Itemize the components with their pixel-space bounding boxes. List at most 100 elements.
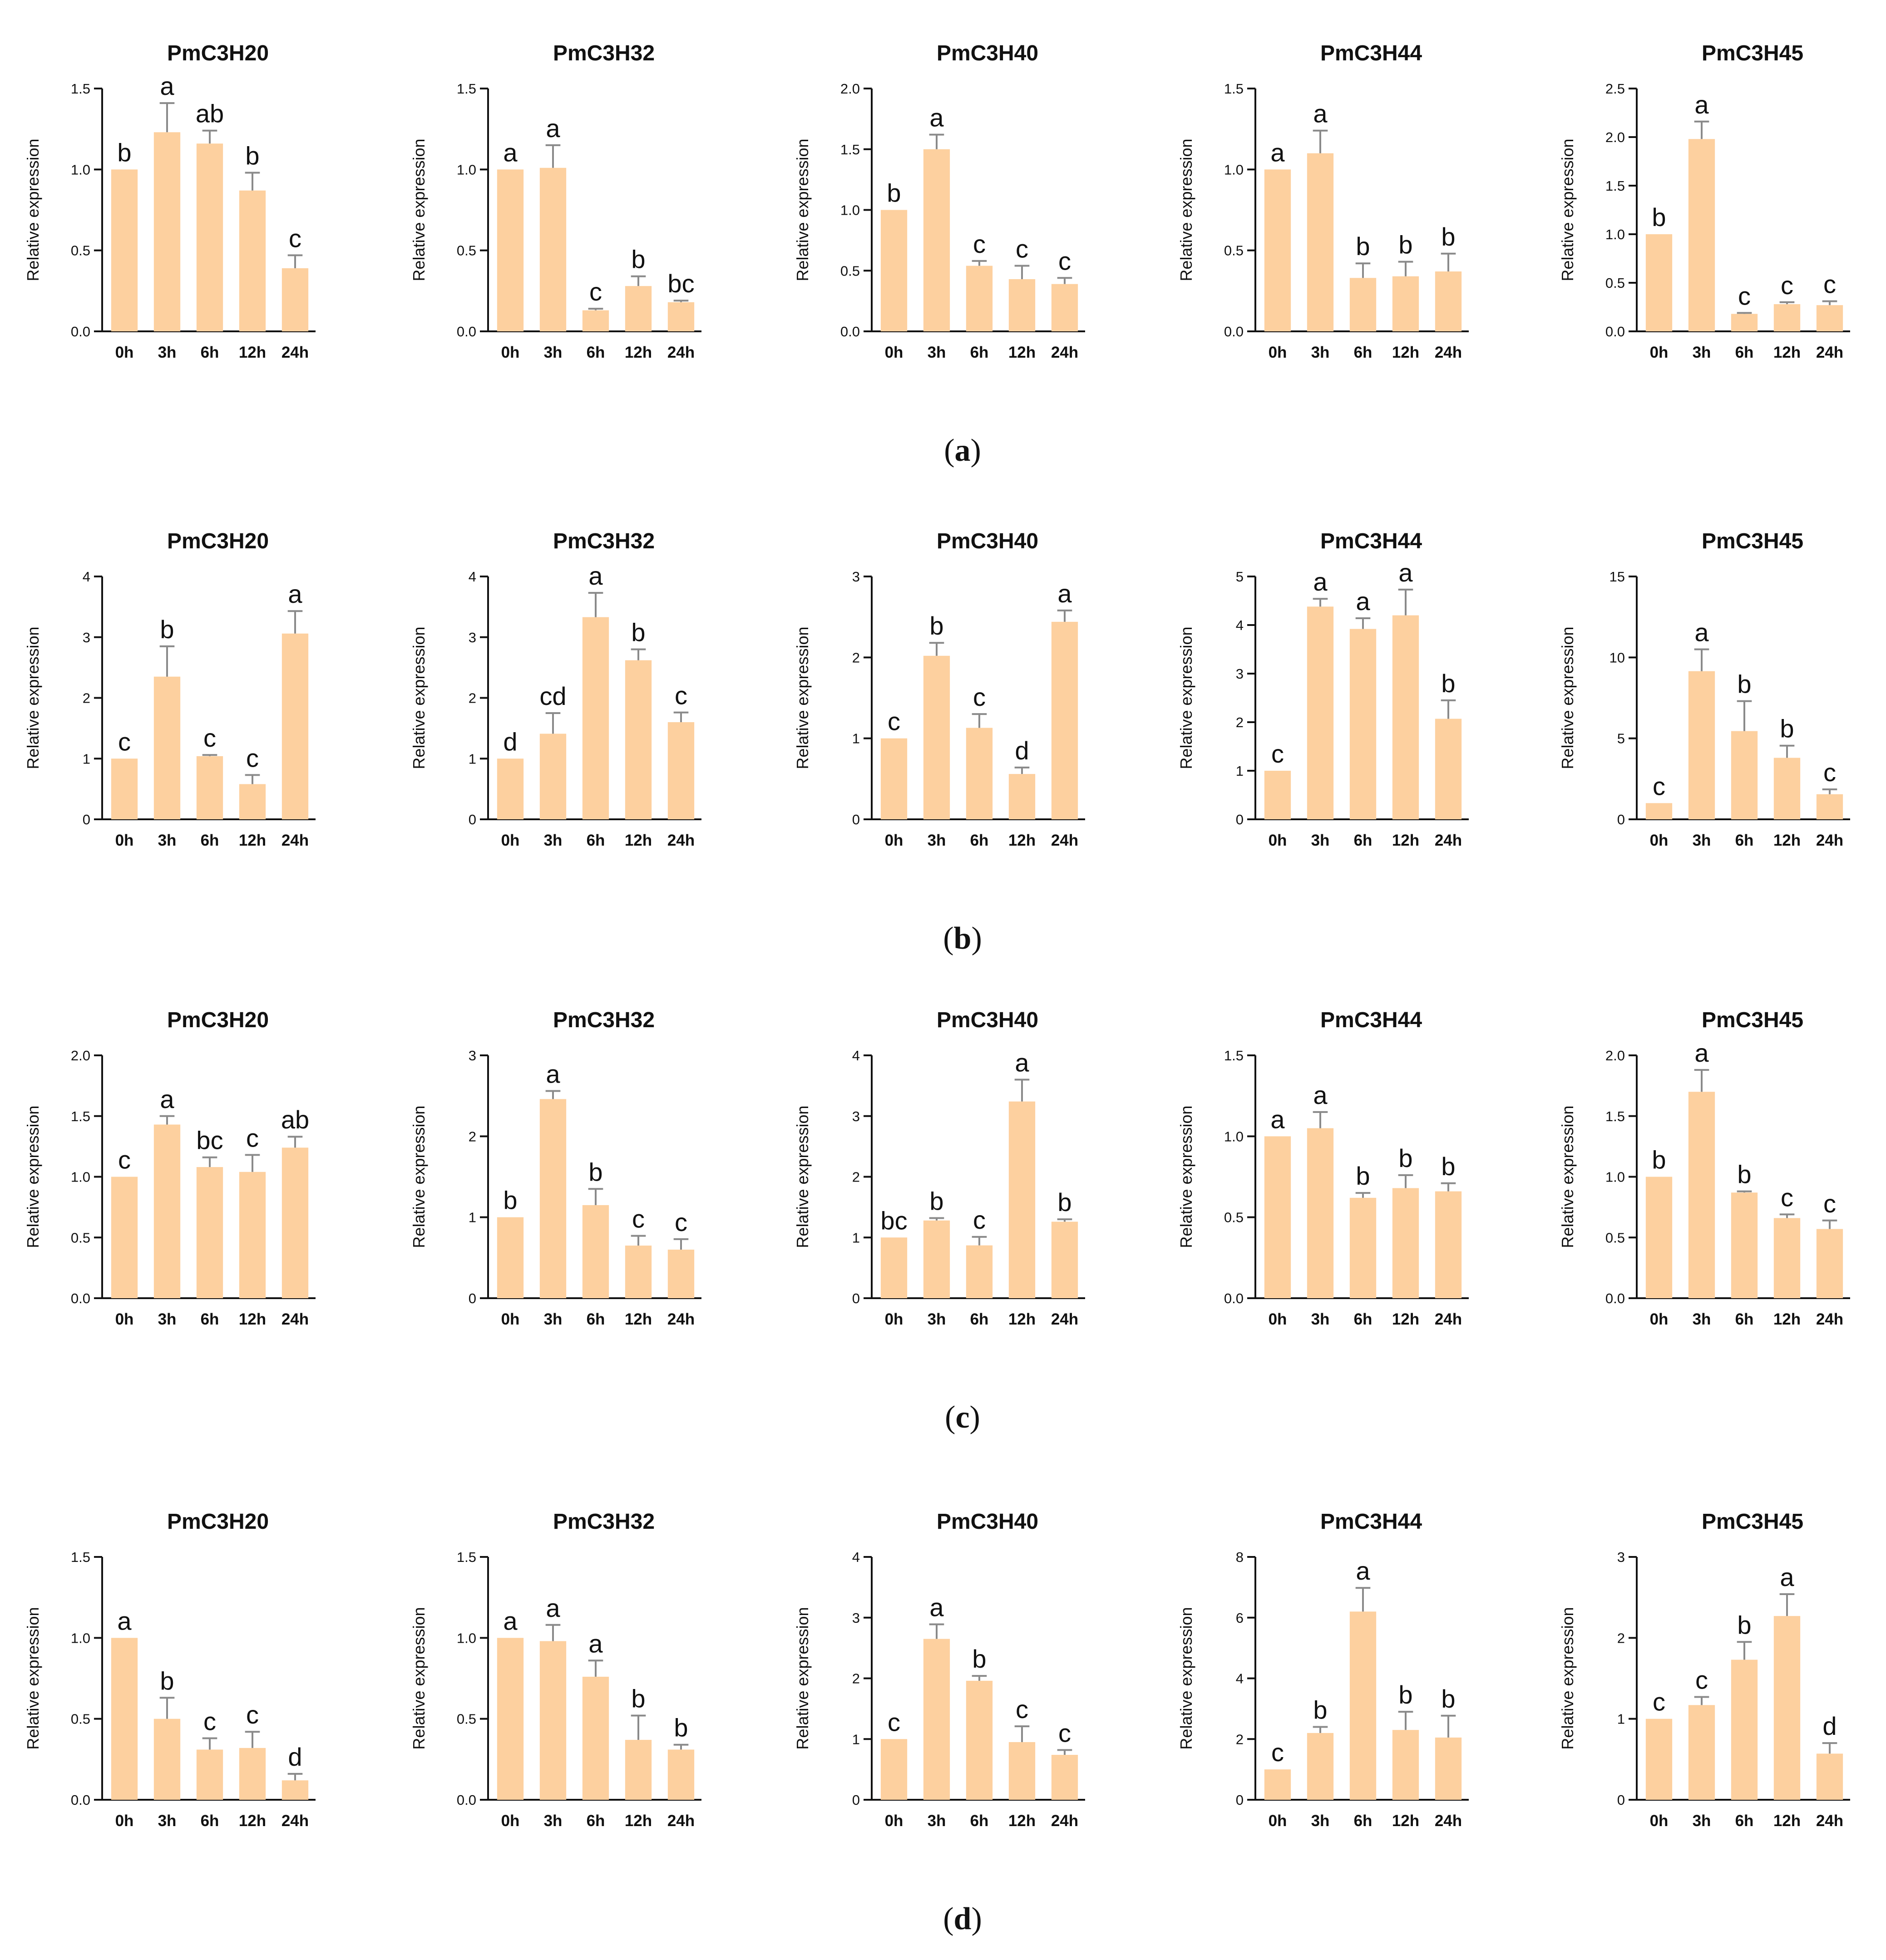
x-tick-label: 0h [115, 1310, 134, 1328]
significance-label: b [245, 141, 259, 170]
bar-3h [539, 1099, 567, 1298]
significance-label: b [887, 179, 901, 207]
x-tick-label: 0h [1269, 832, 1287, 849]
x-tick-label: 3h [1311, 1812, 1330, 1830]
y-tick-label: 0.5 [840, 263, 860, 279]
y-tick-label: 15 [1610, 569, 1625, 585]
chart-panel-3-2: PmC3H32 Relative expression 0 1 2 3 b 0h a 3h b 6h c… [410, 1008, 701, 1328]
x-tick-label: 24h [1051, 1310, 1078, 1328]
significance-label: b [1356, 1162, 1370, 1190]
significance-label: c [675, 1208, 687, 1236]
significance-label: b [503, 1186, 517, 1215]
significance-label: c [589, 277, 602, 306]
bar-3h [1688, 671, 1715, 819]
y-tick-label: 1 [1236, 763, 1244, 779]
x-tick-label: 0h [1650, 1812, 1669, 1830]
y-tick-label: 0 [1236, 812, 1244, 827]
y-tick-label: 1.5 [71, 81, 90, 97]
x-tick-label: 12h [1392, 1310, 1419, 1328]
significance-label: b [929, 611, 943, 640]
x-tick-label: 6h [1735, 1812, 1754, 1830]
significance-label: c [632, 1205, 645, 1233]
significance-label: c [1781, 1183, 1793, 1211]
y-tick-label: 3 [469, 630, 476, 645]
significance-label: a [1313, 1081, 1328, 1109]
significance-label: b [1441, 1684, 1455, 1713]
y-tick-label: 1 [852, 1731, 860, 1747]
chart-title: PmC3H20 [167, 1510, 269, 1534]
chart-panel-4-5: PmC3H45 Relative expression 0 1 2 3 c 0h c 3h b 6h a… [1558, 1510, 1850, 1830]
chart-panel-1-4: PmC3H44 Relative expression 0.0 0.5 1.0 1.5 a 0… [1177, 41, 1469, 361]
x-tick-label: 6h [587, 344, 605, 361]
significance-label: a [1270, 138, 1285, 167]
x-tick-label: 12h [625, 1812, 652, 1830]
y-tick-label: 0.0 [1605, 1290, 1625, 1306]
x-tick-label: 12h [239, 1812, 266, 1830]
significance-label: c [1016, 1695, 1028, 1724]
significance-label: c [118, 727, 131, 756]
y-tick-label: 0 [469, 1290, 476, 1306]
significance-label: b [1652, 1146, 1666, 1174]
bar-3h [153, 132, 181, 331]
bar-0h [1264, 1769, 1291, 1800]
significance-label: d [1822, 1712, 1837, 1740]
y-tick-label: 1.5 [1224, 81, 1244, 97]
bar-0h [111, 169, 138, 331]
chart-panel-1-5: PmC3H45 Relative expression 0.0 0.5 1.0 1.5 2.… [1558, 41, 1850, 361]
bar-0h [111, 758, 138, 819]
x-tick-label: 3h [928, 832, 946, 849]
y-tick-label: 1.0 [1605, 1169, 1625, 1185]
bar-12h [1773, 1616, 1801, 1800]
significance-label: a [117, 1606, 132, 1635]
y-tick-label: 0 [852, 812, 860, 827]
y-tick-label: 1 [469, 1210, 476, 1226]
x-tick-label: 3h [544, 1812, 563, 1830]
x-tick-label: 24h [1816, 832, 1843, 849]
x-tick-label: 24h [1435, 832, 1462, 849]
x-tick-label: 3h [158, 1812, 177, 1830]
bar-3h [1307, 153, 1334, 331]
significance-label: a [1398, 558, 1413, 587]
significance-label: d [503, 727, 517, 756]
y-tick-label: 1.0 [71, 162, 90, 177]
bar-0h [1645, 1719, 1673, 1800]
significance-label: c [973, 230, 986, 258]
significance-label: a [1356, 1556, 1370, 1585]
significance-label: ab [196, 99, 224, 128]
y-tick-label: 0.5 [1605, 1230, 1625, 1246]
significance-label: b [1441, 222, 1455, 251]
bar-6h [1349, 278, 1377, 331]
y-tick-label: 2 [1236, 714, 1244, 730]
bar-3h [153, 676, 181, 819]
bar-12h [1008, 774, 1036, 819]
significance-label: b [929, 1187, 943, 1215]
bar-6h [582, 310, 609, 331]
significance-label: b [972, 1645, 986, 1673]
y-tick-label: 2 [83, 690, 90, 706]
x-tick-label: 24h [1051, 344, 1078, 361]
significance-label: b [1652, 203, 1666, 231]
x-tick-label: 12h [1008, 1812, 1036, 1830]
significance-label: b [1398, 231, 1412, 259]
chart-title: PmC3H32 [553, 41, 655, 65]
row-caption-c: (c) [945, 1400, 980, 1435]
bar-12h [625, 286, 652, 331]
y-tick-label: 1.0 [840, 202, 860, 218]
y-tick-label: 0 [1236, 1792, 1244, 1808]
x-tick-label: 24h [281, 832, 309, 849]
bar-6h [966, 266, 993, 331]
bar-3h [923, 655, 950, 819]
bar-12h [1773, 758, 1801, 819]
bar-3h [1307, 606, 1334, 819]
y-tick-label: 2 [469, 690, 476, 706]
chart-title: PmC3H20 [167, 529, 269, 553]
chart-title: PmC3H45 [1702, 41, 1803, 65]
x-tick-label: 0h [1650, 832, 1669, 849]
y-tick-label: 0 [83, 812, 90, 827]
significance-label: cd [539, 682, 566, 710]
bar-6h [966, 1680, 993, 1800]
chart-panel-4-2: PmC3H32 Relative expression 0.0 0.5 1.0 1.5 a 0… [410, 1510, 701, 1830]
chart-panel-3-4: PmC3H44 Relative expression 0.0 0.5 1.0 1.5 a 0… [1177, 1008, 1469, 1328]
bar-3h [1688, 1705, 1715, 1800]
y-tick-label: 0.0 [457, 1792, 476, 1808]
